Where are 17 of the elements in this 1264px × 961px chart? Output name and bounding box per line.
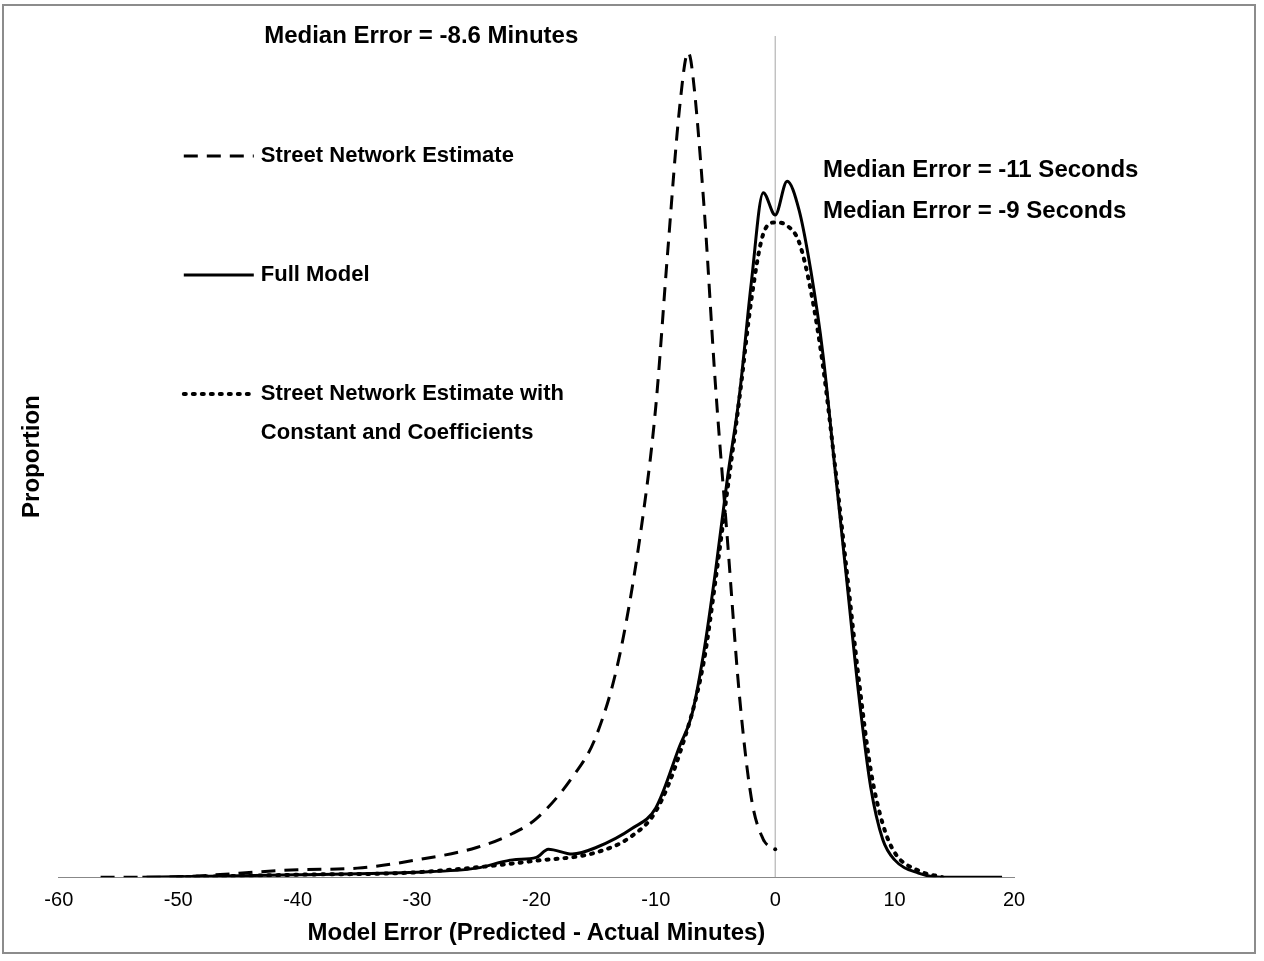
x-tick-label: 20 <box>1002 887 1026 910</box>
legend-label: Street Network Estimate <box>260 142 514 168</box>
x-tick-label: 10 <box>883 887 906 910</box>
annotation: Median Error = -9 Seconds <box>822 195 1127 223</box>
x-tick-label: -10 <box>641 887 671 910</box>
x-tick-label: -30 <box>402 887 432 910</box>
x-tick-label: -20 <box>521 887 551 910</box>
y-axis-title: Proportion <box>17 395 45 518</box>
annotation: Median Error = -11 Seconds <box>822 155 1139 183</box>
legend-label: Street Network Estimate with Constant and Coefficients <box>260 380 564 445</box>
x-axis-title: Model Error (Predicted - Actual Minutes) <box>307 918 766 946</box>
legend-label: Full Model <box>260 261 370 287</box>
x-tick-label: 0 <box>769 887 781 910</box>
x-tick-label: -40 <box>283 887 313 910</box>
text: Median Error = -8.6 Minutes <box>264 20 579 48</box>
x-tick-label: -50 <box>163 887 193 910</box>
x-tick-label: -60 <box>44 887 74 910</box>
